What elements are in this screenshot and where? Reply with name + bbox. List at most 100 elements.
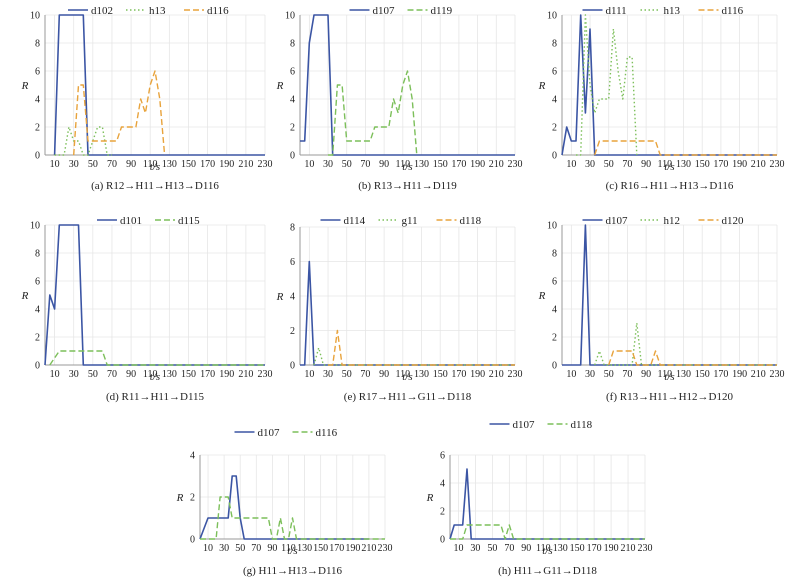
chart-caption: (h) H11→G11→D118 <box>498 565 597 577</box>
x-tick-label: 190 <box>470 369 485 380</box>
x-tick-label: 210 <box>751 159 766 170</box>
series-line-d107 <box>199 475 369 540</box>
y-tick-label: 6 <box>552 67 557 78</box>
x-tick-label: 190 <box>219 159 234 170</box>
x-tick-label: 50 <box>342 159 352 170</box>
x-tick-label: 90 <box>641 159 651 170</box>
series-line-d116 <box>200 496 385 540</box>
x-axis-label: t/s <box>542 545 552 557</box>
x-tick-label: 210 <box>751 369 766 380</box>
x-tick-label: 130 <box>162 369 177 380</box>
legend-label-d107: d107 <box>606 215 629 227</box>
x-tick-label: 30 <box>585 369 595 380</box>
y-tick-label: 8 <box>290 39 295 50</box>
y-axis-label: R <box>276 80 284 92</box>
series-line-d107 <box>449 468 645 540</box>
x-axis-label: t/s <box>402 371 412 383</box>
x-tick-label: 190 <box>470 159 485 170</box>
chart-panel-0: 10 30 50 70 90 110 130 150 170 190 210 230 0 2 4 6 8 10 Rt… <box>21 5 273 192</box>
x-tick-label: 130 <box>676 369 691 380</box>
chart-panel-3: 10 30 50 70 90 110 130 150 170 190 210 230 0 2 4 6 8 10 Rt… <box>21 215 273 403</box>
legend-label-h13: h13 <box>149 5 166 17</box>
x-tick-label: 230 <box>508 369 523 380</box>
y-axis-label: R <box>176 492 184 504</box>
y-tick-label: 6 <box>35 277 40 288</box>
y-axis-label: R <box>538 290 546 302</box>
chart-panel-1: 10 30 50 70 90 110 130 150 170 190 210 2300246810Rt… <box>276 5 523 192</box>
series-line-d119 <box>328 70 418 156</box>
chart-panel-5: 10 30 50 70 90 110 130 150 170 190 210 2300246810Rt… <box>538 215 785 403</box>
y-tick-label: 6 <box>290 67 295 78</box>
x-axis-label: t/s <box>664 371 674 383</box>
legend-label-d118: d118 <box>571 419 593 431</box>
y-tick-label: 0 <box>440 535 445 546</box>
x-tick-label: 10 <box>50 159 60 170</box>
x-tick-label: 110 <box>396 369 411 380</box>
legend-label-d118: d118 <box>460 215 482 227</box>
legend-label-d116: d116 <box>722 5 744 17</box>
y-tick-label: 6 <box>35 67 40 78</box>
legend-label-d111: d111 <box>606 5 627 17</box>
x-tick-label: 70 <box>107 159 117 170</box>
series-line-d116 <box>594 140 777 156</box>
x-tick-label: 150 <box>695 159 710 170</box>
x-tick-label: 210 <box>361 543 376 554</box>
x-tick-label: 90 <box>267 543 277 554</box>
x-tick-label: 70 <box>504 543 514 554</box>
x-axis-label: t/s <box>150 371 160 383</box>
y-tick-label: 6 <box>440 451 445 462</box>
x-tick-label: 70 <box>360 369 370 380</box>
series-line-d114 <box>300 260 515 366</box>
y-tick-label: 2 <box>440 507 445 518</box>
y-tick-label: 8 <box>35 249 40 260</box>
y-tick-label: 10 <box>285 11 295 22</box>
y-tick-label: 8 <box>552 249 557 260</box>
x-tick-label: 50 <box>88 369 98 380</box>
y-tick-label: 6 <box>552 277 557 288</box>
y-tick-label: 4 <box>35 305 40 316</box>
x-tick-label: 210 <box>238 159 253 170</box>
x-tick-label: 30 <box>323 369 333 380</box>
x-tick-label: 110 <box>143 369 158 380</box>
x-tick-label: 210 <box>238 369 253 380</box>
y-tick-label: 0 <box>35 151 40 162</box>
series-line-h13 <box>576 14 638 156</box>
y-tick-label: 2 <box>35 123 40 134</box>
y-tick-label: 4 <box>190 451 195 462</box>
series-line-d115 <box>49 350 265 366</box>
x-tick-label: 10 <box>304 369 314 380</box>
series-line-d118 <box>450 524 645 540</box>
y-tick-label: 0 <box>35 361 40 372</box>
chart-panel-2: 10 30 50 70 90 110 130 150 170 190 210 2300246810Rt… <box>538 5 785 192</box>
x-tick-label: 230 <box>258 159 273 170</box>
chart-panel-6: 10 30 50 70 90 110 130 150 170 190 210 230 0 2 4 Rt/s (g… <box>176 427 393 577</box>
y-tick-label: 8 <box>552 39 557 50</box>
x-tick-label: 90 <box>379 159 389 170</box>
legend-label-d120: d120 <box>722 215 745 227</box>
x-tick-label: 50 <box>88 159 98 170</box>
y-tick-label: 0 <box>552 361 557 372</box>
x-tick-label: 30 <box>323 159 333 170</box>
y-tick-label: 10 <box>547 221 557 232</box>
x-tick-label: 150 <box>313 543 328 554</box>
legend-label-d102: d102 <box>91 5 113 17</box>
x-tick-label: 130 <box>414 369 429 380</box>
x-tick-label: 110 <box>396 159 411 170</box>
x-axis-label: t/s <box>402 161 412 173</box>
x-tick-label: 170 <box>329 543 344 554</box>
x-tick-label: 30 <box>69 159 79 170</box>
x-tick-label: 70 <box>360 159 370 170</box>
x-tick-label: 210 <box>489 159 504 170</box>
x-tick-label: 230 <box>638 543 653 554</box>
x-tick-label: 150 <box>695 369 710 380</box>
y-tick-label: 2 <box>35 333 40 344</box>
y-tick-label: 2 <box>552 123 557 134</box>
x-tick-label: 50 <box>487 543 497 554</box>
x-tick-label: 170 <box>200 369 215 380</box>
x-tick-label: 150 <box>181 159 196 170</box>
y-tick-label: 4 <box>290 292 295 303</box>
chart-caption: (f) R13→H11→H12→D120 <box>606 391 733 403</box>
x-tick-label: 30 <box>219 543 229 554</box>
y-axis-label: R <box>21 80 29 92</box>
